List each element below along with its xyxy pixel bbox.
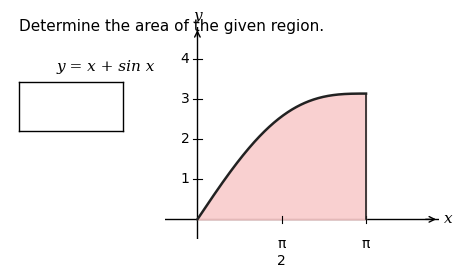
- Text: y: y: [193, 9, 202, 23]
- Text: x: x: [444, 212, 453, 226]
- Text: π
2: π 2: [278, 237, 286, 268]
- Text: π: π: [362, 237, 370, 251]
- Text: 4: 4: [181, 52, 189, 66]
- Text: 1: 1: [180, 172, 189, 186]
- Text: y = x + sin x: y = x + sin x: [57, 60, 155, 74]
- Text: 3: 3: [181, 92, 189, 106]
- Text: Determine the area of the given region.: Determine the area of the given region.: [19, 19, 324, 34]
- Text: 2: 2: [181, 132, 189, 146]
